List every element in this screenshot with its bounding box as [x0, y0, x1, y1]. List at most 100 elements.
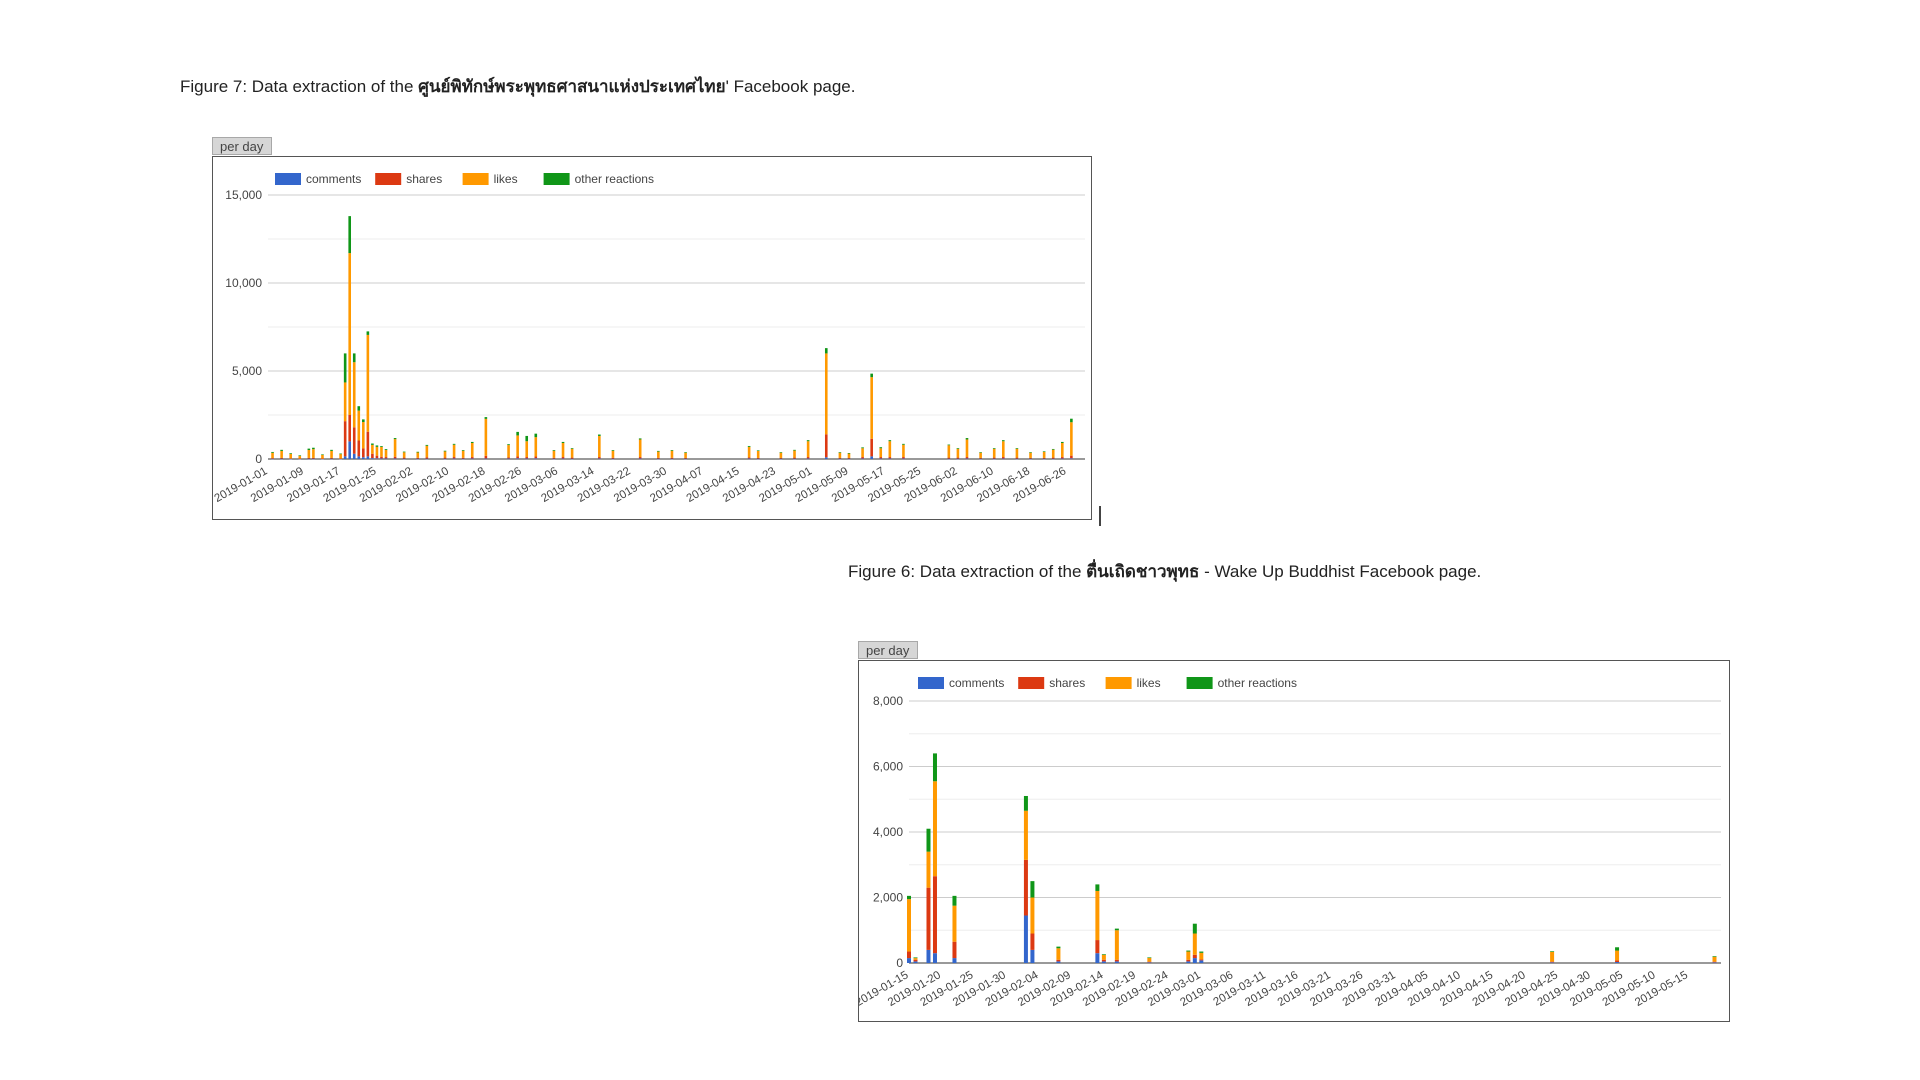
chart-1-bar-segment: [861, 458, 864, 460]
chart-1-bar-segment: [484, 418, 488, 456]
chart-1-bar-segment: [452, 444, 456, 458]
chart-1-bar-segment: [348, 253, 351, 415]
chart-1-bar-segment: [1042, 458, 1046, 460]
chart-1-bar-segment: [443, 451, 447, 458]
chart-1-bar-segment: [838, 452, 842, 453]
chart-2-bar-segment: [1023, 859, 1028, 916]
chart-2-legend-swatch: [918, 677, 944, 689]
chart-2-legend-label: shares: [1049, 676, 1085, 690]
chart-1-legend-swatch: [275, 173, 301, 185]
chart-2-bar-segment: [1147, 961, 1152, 963]
chart-2-bar-segment: [913, 958, 918, 960]
chart-1-bar-segment: [684, 452, 687, 453]
chart-1-bar-segment: [657, 450, 660, 452]
chart-1-bar-segment: [371, 453, 374, 459]
chart-1-bar-segment: [1002, 457, 1005, 459]
chart-1-bar-segment: [307, 448, 311, 451]
chart-1-bar-segment: [979, 457, 982, 459]
chart-1-bar-segment: [1015, 458, 1019, 460]
chart-1-bar-segment: [507, 458, 510, 460]
chart-1-bar-segment: [461, 450, 465, 451]
chart-2-bar-segment: [926, 828, 931, 852]
chart-1-bar-segment: [824, 353, 828, 435]
chart-1-bar-segment: [516, 456, 519, 459]
chart-2-bar-segment: [1192, 958, 1197, 963]
chart-2-bar-segment: [1192, 923, 1197, 934]
chart-1-bar-segment: [348, 441, 351, 459]
chart-1-bar-segment: [534, 458, 538, 459]
chart-1-bar-segment: [806, 441, 810, 458]
chart-1-bar-segment: [888, 441, 892, 458]
chart-2-bar-segment: [1030, 897, 1035, 934]
chart-2-bar-segment: [1114, 928, 1119, 931]
chart-2-bar-segment: [1186, 950, 1191, 952]
chart-2-bar-segment: [1192, 933, 1197, 955]
chart-1-bar-segment: [380, 446, 383, 448]
chart-1-bar-segment: [402, 451, 406, 453]
chart-1-bar-segment: [375, 445, 379, 447]
chart-1-bar-segment: [861, 457, 864, 459]
chart-1-bar-segment: [534, 456, 538, 459]
chart-2-bar-segment: [1023, 915, 1028, 963]
chart-1-bar-segment: [1070, 458, 1073, 459]
chart-1-per-day-tab[interactable]: per day: [212, 137, 272, 155]
chart-1-bar-segment: [756, 450, 760, 458]
chart-1-bar-segment: [638, 439, 642, 458]
chart-1-bar-segment: [443, 457, 447, 459]
chart-2-y-tick-label: 0: [896, 956, 903, 970]
chart-1-legend-swatch: [543, 173, 570, 185]
chart-1-bar-segment: [838, 452, 842, 458]
chart-1-bar-segment: [870, 438, 873, 457]
chart-1-bar-segment: [289, 458, 292, 460]
chart-1-bar-segment: [793, 450, 796, 458]
chart-1-legend-label: likes: [494, 172, 518, 186]
chart-1-bar-segment: [507, 457, 510, 459]
chart-1-bar-segment: [638, 458, 642, 460]
chart-1-bar-segment: [380, 456, 383, 459]
chart-1-bar-segment: [611, 450, 615, 451]
chart-1-bar-segment: [870, 377, 873, 439]
chart-1-bar-segment: [824, 457, 828, 459]
chart-1-bar-segment: [470, 458, 474, 460]
chart-2-bar-segment: [1615, 947, 1620, 951]
chart-1-bar-segment: [888, 457, 892, 459]
chart-1-y-tick-label: 10,000: [225, 276, 262, 290]
chart-1-bar-segment: [992, 448, 996, 458]
chart-1-bar-segment: [330, 457, 333, 459]
chart-1-bar-segment: [570, 448, 574, 449]
chart-1-bar-segment: [965, 458, 969, 460]
chart-2-bar-segment: [1199, 959, 1204, 961]
chart-1-bar-segment: [570, 457, 574, 459]
chart-2-bar-segment: [913, 957, 918, 959]
chart-1-bar-segment: [425, 444, 429, 446]
chart-1-bar-segment: [362, 448, 365, 458]
chart-1-bar-segment: [902, 443, 905, 445]
chart-1-bar-segment: [979, 452, 982, 458]
chart-1-bar-segment: [793, 449, 796, 451]
chart-2-bar-segment: [1095, 940, 1100, 954]
chart-1-bar-segment: [366, 331, 370, 335]
chart-1-bar-segment: [280, 457, 283, 459]
chart-1-bar-segment: [979, 452, 982, 453]
chart-1-bar-segment: [779, 452, 783, 458]
chart-1-bar-segment: [307, 458, 311, 460]
chart-1-bar-segment: [321, 458, 324, 460]
chart-2-bar-segment: [1550, 961, 1555, 963]
chart-1-bar-segment: [330, 458, 333, 460]
chart-1-bar-segment: [847, 458, 851, 460]
chart-1-bar-segment: [357, 440, 361, 457]
chart-2: 0 2,000 4,000 6,000 8,000 comments shares likes…: [859, 676, 1721, 1009]
figure-6-caption-suffix: - Wake Up Buddhist Facebook page.: [1199, 562, 1482, 581]
chart-2-bar-segment: [1186, 959, 1191, 962]
chart-2-bar-segment: [1101, 954, 1106, 955]
chart-1-bar-segment: [1051, 448, 1055, 450]
chart-1-bar-segment: [657, 457, 660, 459]
chart-1-bar-segment: [947, 458, 951, 460]
chart-2-bar-segment: [1023, 795, 1028, 811]
chart-2-per-day-tab[interactable]: per day: [858, 641, 918, 659]
chart-1: 0 5,000 10,000 15,000 comments shares likes oth…: [213, 172, 1085, 505]
chart-1-bar-segment: [902, 444, 905, 458]
chart-1-bar-segment: [611, 457, 615, 459]
chart-2-bar-segment: [1095, 890, 1100, 941]
chart-1-bar-segment: [979, 458, 982, 460]
